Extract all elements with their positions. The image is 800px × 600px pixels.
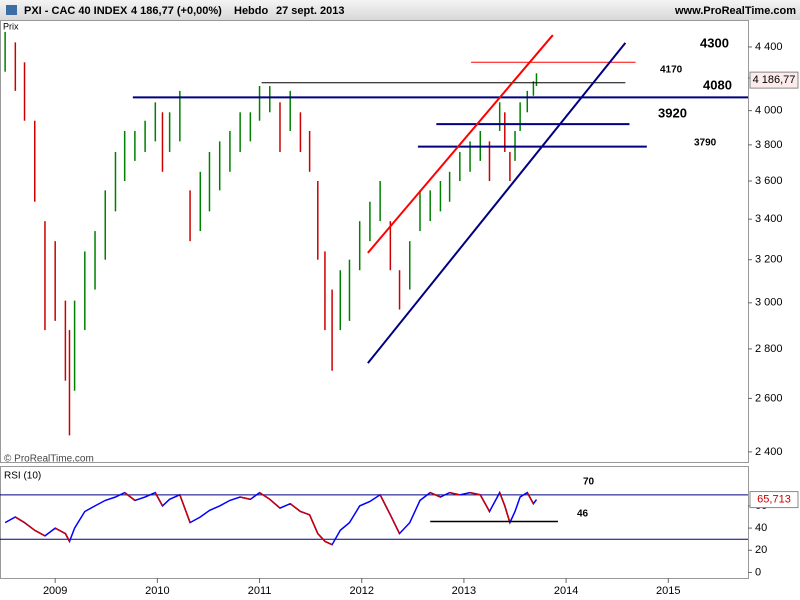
y-tick-label: 3 600 bbox=[755, 175, 783, 187]
annotation: 3790 bbox=[694, 138, 717, 149]
rsi-down-segment bbox=[24, 521, 36, 531]
y-tick-label: 40 bbox=[755, 522, 767, 534]
trend-line bbox=[367, 42, 627, 364]
y-tick-label: 2 800 bbox=[755, 343, 783, 355]
x-tick-label: 2014 bbox=[554, 585, 578, 597]
rsi-down-segment bbox=[64, 533, 71, 542]
rsi-down-segment bbox=[317, 533, 326, 542]
last-value-box bbox=[749, 71, 799, 89]
symbol: PXI - CAC 40 INDEX bbox=[24, 5, 128, 17]
last-value-label: 4 186,77 bbox=[753, 74, 796, 86]
annotation: 4300 bbox=[700, 35, 729, 50]
header-icon[interactable] bbox=[6, 5, 17, 15]
x-tick-label: 2010 bbox=[145, 585, 169, 597]
header-bar bbox=[0, 0, 800, 20]
rsi-down-segment bbox=[429, 491, 441, 498]
last-value-label: 65,713 bbox=[757, 493, 791, 505]
rsi-down-segment bbox=[154, 492, 164, 507]
watermark: © ProRealTime.com bbox=[4, 454, 94, 465]
annotation: 4170 bbox=[660, 65, 683, 76]
rsi-down-segment bbox=[308, 514, 319, 534]
y-tick-label: 3 400 bbox=[755, 213, 783, 225]
date: 27 sept. 2013 bbox=[276, 5, 345, 17]
last-value-box bbox=[749, 491, 799, 509]
rsi-down-segment bbox=[34, 529, 46, 537]
rsi-down-segment bbox=[54, 527, 66, 535]
y-tick-label: 4 400 bbox=[755, 41, 783, 53]
period: Hebdo bbox=[234, 5, 269, 17]
rsi-down-segment bbox=[300, 510, 310, 516]
rsi-down-segment bbox=[14, 516, 25, 524]
rsi-down-segment bbox=[289, 503, 301, 513]
rsi-down-segment bbox=[269, 498, 281, 509]
rsi-panel bbox=[0, 466, 749, 579]
rsi-down-segment bbox=[479, 494, 491, 512]
x-tick-label: 2012 bbox=[349, 585, 373, 597]
rsi-down-segment bbox=[469, 491, 481, 496]
y-tick-label: 3 800 bbox=[755, 139, 783, 151]
y-tick-label: 3 200 bbox=[755, 254, 783, 266]
x-tick-label: 2011 bbox=[248, 585, 272, 597]
rsi-down-segment bbox=[379, 494, 392, 516]
rsi-down-segment bbox=[179, 494, 191, 523]
trend-line bbox=[367, 34, 554, 254]
rsi-down-segment bbox=[449, 491, 460, 496]
rsi-down-segment bbox=[498, 492, 506, 507]
rsi-down-segment bbox=[504, 505, 511, 523]
price-panel bbox=[0, 20, 749, 463]
annotation: 3920 bbox=[658, 105, 687, 120]
x-tick-label: 2015 bbox=[656, 585, 680, 597]
y-tick-label: 2 400 bbox=[755, 446, 783, 458]
rsi-down-segment bbox=[124, 492, 136, 501]
rsi-down-segment bbox=[526, 492, 535, 505]
y-tick-label: 20 bbox=[755, 544, 767, 556]
annotation: 4080 bbox=[703, 77, 732, 92]
x-tick-label: 2013 bbox=[452, 585, 476, 597]
x-tick-label: 2009 bbox=[43, 585, 67, 597]
rsi-down-segment bbox=[324, 540, 333, 546]
y-tick-label: 2 600 bbox=[755, 392, 783, 404]
site: www.ProRealTime.com bbox=[674, 5, 796, 17]
y-tick-label: 4 000 bbox=[755, 105, 783, 117]
y-tick-label: 0 bbox=[755, 566, 761, 578]
quote: 4 186,77 (+0,00%) bbox=[131, 5, 222, 17]
y-label: Prix bbox=[3, 21, 19, 31]
y-tick-label: 3 000 bbox=[755, 297, 783, 309]
annotation: 70 bbox=[583, 477, 595, 488]
rsi-down-segment bbox=[259, 491, 271, 500]
rsi-title: RSI (10) bbox=[4, 471, 41, 482]
rsi-down-segment bbox=[389, 514, 401, 534]
annotation: 46 bbox=[577, 509, 589, 520]
rsi-down-segment bbox=[239, 496, 251, 501]
